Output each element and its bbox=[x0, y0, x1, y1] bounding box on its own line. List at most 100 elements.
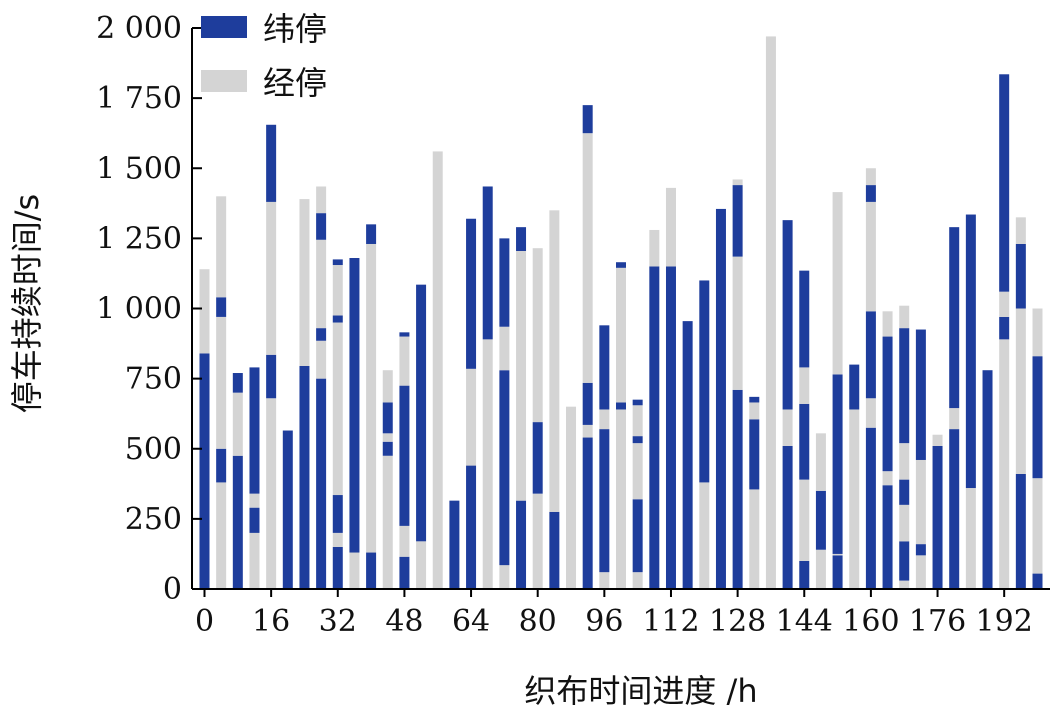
x-ticks: 0 16 32 48 64 80 96 112 128 144 160 176 192 bbox=[195, 589, 1033, 639]
bar-stack bbox=[499, 238, 510, 589]
bar-segment-weft bbox=[715, 208, 726, 590]
y-tick-label: 1 250 bbox=[96, 221, 182, 256]
bar-segment-weft bbox=[316, 328, 327, 341]
bar-stack bbox=[965, 214, 976, 589]
bar-segment-warp bbox=[349, 552, 360, 589]
bar-segment-warp bbox=[732, 179, 743, 186]
bar-segment-warp bbox=[566, 406, 577, 589]
bar-segment-weft bbox=[366, 224, 377, 244]
legend: 纬停 经停 bbox=[201, 10, 327, 102]
x-tick-label: 32 bbox=[319, 604, 357, 639]
y-tick-label: 2 000 bbox=[96, 11, 182, 46]
bar-segment-weft bbox=[782, 220, 793, 410]
bar-segment-warp bbox=[599, 409, 610, 430]
bar-stack bbox=[616, 262, 626, 589]
bar-segment-warp bbox=[732, 256, 743, 390]
bar-segment-warp bbox=[432, 151, 443, 590]
bar-stack bbox=[299, 199, 310, 589]
bar-segment-weft bbox=[499, 238, 510, 327]
legend-label-warp: 经停 bbox=[263, 64, 327, 102]
bar-segment-weft bbox=[1032, 573, 1043, 589]
bar-segment-warp bbox=[1032, 478, 1043, 574]
bar-stack bbox=[516, 227, 527, 589]
bar-segment-weft bbox=[649, 266, 660, 589]
bar-segment-warp bbox=[749, 489, 760, 589]
bar-segment-warp bbox=[499, 326, 510, 371]
y-tick-label: 500 bbox=[125, 432, 182, 467]
bar-segment-warp bbox=[316, 340, 327, 379]
bar-segment-warp bbox=[499, 565, 510, 589]
bar-segment-weft bbox=[949, 227, 960, 409]
bar-stack bbox=[915, 329, 926, 589]
bar-stack bbox=[382, 370, 393, 589]
bar-segment-weft bbox=[466, 218, 477, 369]
bar-segment-weft bbox=[832, 374, 843, 554]
bar-segment-warp bbox=[915, 555, 926, 589]
bar-segment-warp bbox=[532, 248, 543, 423]
bar-segment-warp bbox=[965, 488, 976, 589]
bar-segment-warp bbox=[582, 424, 593, 438]
x-tick-label: 0 bbox=[195, 604, 214, 639]
bar-segment-warp bbox=[882, 311, 893, 337]
bar-segment-warp bbox=[899, 305, 910, 329]
x-tick-label: 128 bbox=[709, 604, 766, 639]
bar-segment-warp bbox=[582, 133, 593, 383]
bar-stack bbox=[899, 305, 910, 589]
bar-segment-weft bbox=[915, 544, 926, 556]
bar-segment-weft bbox=[516, 500, 527, 589]
bar-segment-weft bbox=[582, 437, 593, 589]
bar-segment-warp bbox=[1032, 308, 1043, 357]
bar-segment-weft bbox=[499, 370, 510, 566]
bar-segment-weft bbox=[1015, 243, 1026, 309]
bar-stack bbox=[282, 430, 293, 589]
bar-segment-warp bbox=[232, 392, 243, 456]
bar-stack bbox=[782, 220, 793, 589]
bar-stack bbox=[482, 186, 493, 589]
bar-segment-weft bbox=[665, 266, 676, 589]
bar-segment-warp bbox=[382, 433, 393, 442]
bar-segment-warp bbox=[332, 322, 343, 496]
bar-segment-weft bbox=[616, 402, 626, 410]
bar-segment-weft bbox=[965, 214, 976, 489]
bar-segment-warp bbox=[266, 201, 277, 355]
bar-segment-weft bbox=[865, 185, 876, 202]
bar-stack bbox=[865, 168, 876, 589]
bar-stack bbox=[199, 269, 210, 589]
bar-stack bbox=[699, 280, 710, 589]
bar-segment-weft bbox=[266, 354, 277, 399]
bar-segment-warp bbox=[332, 265, 343, 316]
y-tick-label: 1 750 bbox=[96, 81, 182, 116]
bar-stack bbox=[932, 434, 943, 589]
x-axis-title: 织布时间进度 /h bbox=[524, 672, 757, 710]
bar-segment-weft bbox=[199, 353, 210, 589]
bar-segment-weft bbox=[882, 336, 893, 472]
bar-stack bbox=[266, 124, 277, 589]
bar-segment-weft bbox=[232, 373, 243, 393]
bar-stack bbox=[416, 284, 427, 589]
bar-segment-warp bbox=[482, 339, 493, 589]
bar-segment-warp bbox=[399, 525, 410, 557]
bar-segment-weft bbox=[749, 419, 760, 490]
bar-segment-weft bbox=[782, 445, 793, 589]
y-axis-title: 停车持续时间/s bbox=[8, 194, 46, 413]
bar-segment-warp bbox=[199, 269, 210, 354]
bar-segment-weft bbox=[216, 297, 227, 317]
bar-segment-warp bbox=[1015, 217, 1026, 244]
bar-segment-warp bbox=[882, 471, 893, 486]
bar-segment-warp bbox=[782, 409, 793, 446]
bar-stack bbox=[649, 229, 660, 589]
y-tick-label: 0 bbox=[163, 572, 182, 607]
bar-stack bbox=[732, 179, 743, 589]
bar-segment-weft bbox=[482, 186, 493, 340]
bar-segment-weft bbox=[332, 315, 343, 323]
bar-segment-weft bbox=[865, 311, 876, 399]
bar-segment-weft bbox=[399, 385, 410, 526]
bar-segment-weft bbox=[849, 364, 860, 410]
bar-segment-weft bbox=[632, 499, 643, 573]
bar-segment-weft bbox=[932, 445, 943, 589]
bar-segment-warp bbox=[865, 168, 876, 186]
bar-stack bbox=[366, 224, 377, 589]
bar-segment-weft bbox=[332, 495, 343, 533]
bar-segment-weft bbox=[332, 259, 343, 266]
